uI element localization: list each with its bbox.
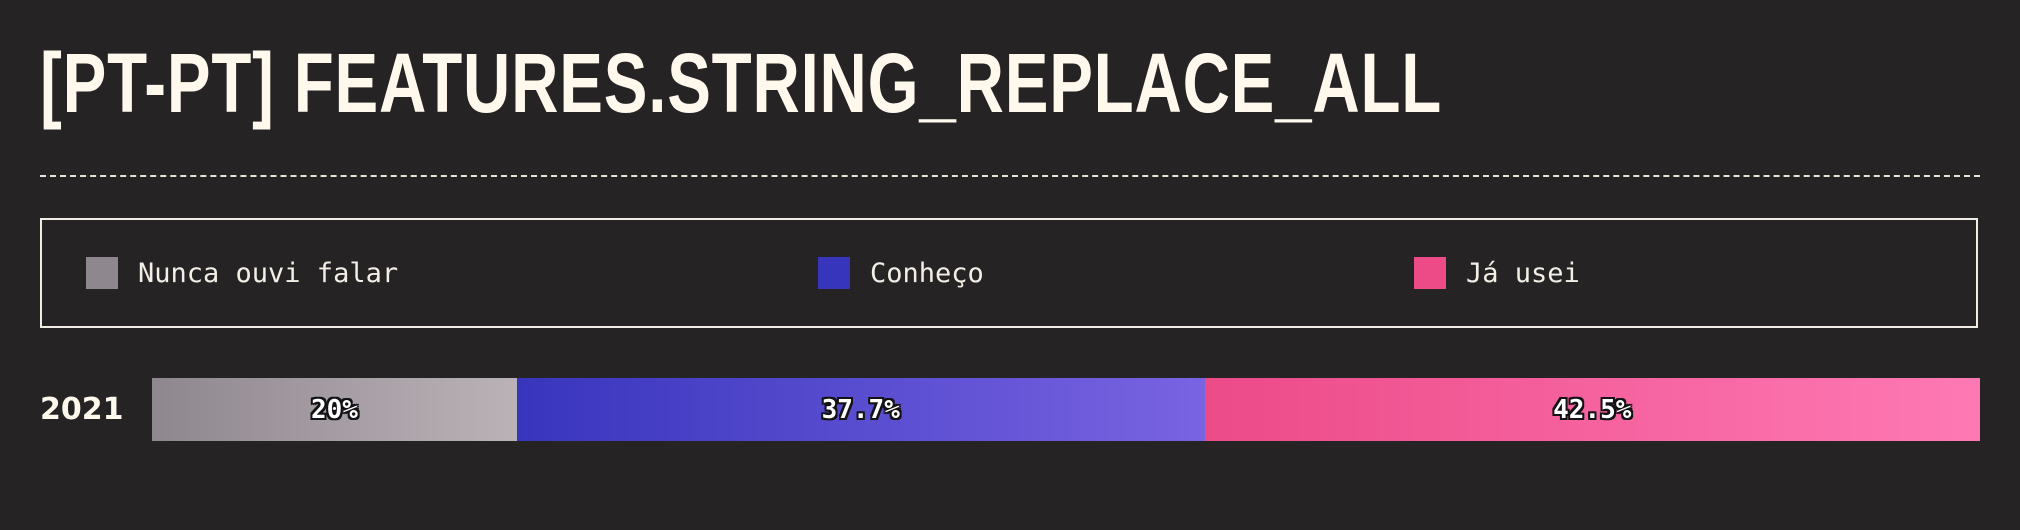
- legend-swatch-ja-usei: [1414, 257, 1446, 289]
- legend: Nunca ouvi falar Conheço Já usei: [40, 218, 1978, 328]
- bar-segment-ja-usei[interactable]: 42.5%: [1204, 378, 1980, 441]
- legend-label-ja-usei: Já usei: [1466, 257, 1580, 289]
- legend-item-ja-usei[interactable]: Já usei: [1414, 257, 1580, 289]
- legend-label-nunca-ouvi-falar: Nunca ouvi falar: [138, 257, 399, 289]
- data-label-conheco: 37.7%: [821, 394, 900, 425]
- data-label-nunca-ouvi-falar: 20%: [310, 394, 358, 425]
- legend-item-nunca-ouvi-falar[interactable]: Nunca ouvi falar: [86, 257, 398, 289]
- bar-segment-conheco[interactable]: 37.7%: [516, 378, 1205, 441]
- legend-label-conheco: Conheço: [870, 257, 984, 289]
- row-label-2021: 2021: [40, 392, 124, 427]
- stacked-bar-2021: 20% 37.7% 42.5%: [152, 378, 1980, 441]
- title-divider: [40, 175, 1980, 177]
- chart-title: [PT-PT] FEATURES.STRING_REPLACE_ALL: [40, 36, 1443, 130]
- legend-item-conheco[interactable]: Conheço: [818, 257, 984, 289]
- legend-swatch-nunca-ouvi-falar: [86, 257, 118, 289]
- legend-swatch-conheco: [818, 257, 850, 289]
- bar-segment-nunca-ouvi-falar[interactable]: 20%: [152, 378, 517, 441]
- data-label-ja-usei: 42.5%: [1553, 394, 1632, 425]
